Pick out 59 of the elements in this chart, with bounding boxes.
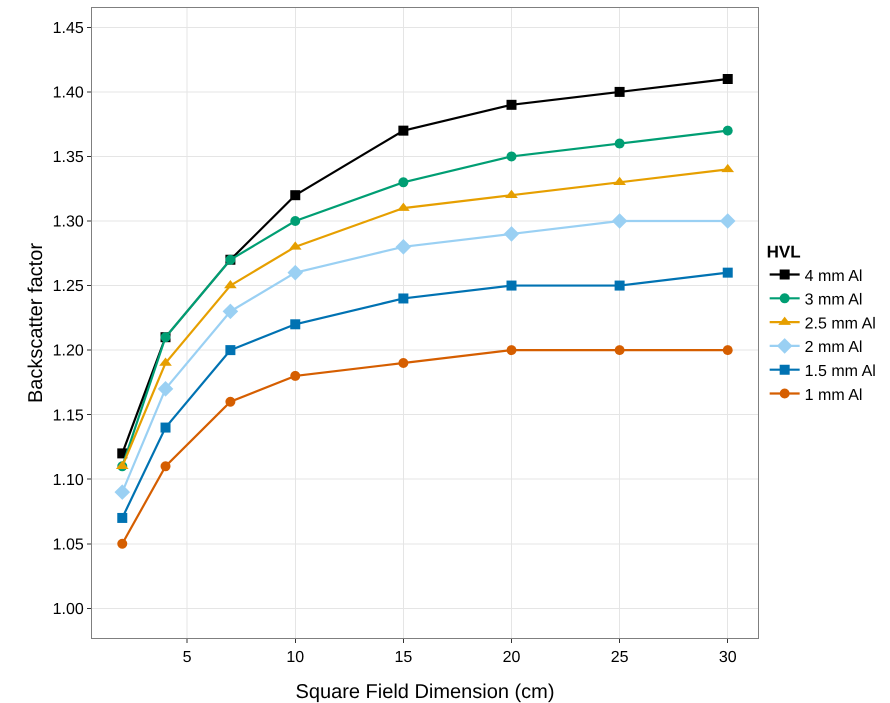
x-tick-label: 5	[182, 649, 192, 666]
y-tick-label: 1.25	[52, 278, 84, 296]
legend-label: 4 mm Al	[804, 268, 862, 285]
point	[290, 216, 300, 226]
point	[222, 304, 238, 320]
legend-title: HVL	[766, 242, 801, 262]
y-tick-label: 1.15	[52, 407, 84, 424]
legend-label: 2 mm Al	[804, 339, 862, 356]
legend-label: 3 mm Al	[804, 292, 862, 309]
point	[160, 422, 171, 433]
y-tick-label: 1.30	[52, 214, 84, 231]
point	[506, 345, 516, 356]
point	[614, 86, 625, 97]
legend-label: 1 mm Al	[804, 386, 862, 404]
point	[398, 293, 408, 304]
legend-label: 2.5 mm Al	[804, 315, 876, 332]
point	[720, 213, 736, 229]
y-tick-label: 1.45	[52, 20, 84, 37]
y-tick-label: 1.10	[52, 472, 84, 489]
point	[117, 538, 128, 549]
point	[158, 381, 174, 397]
point	[506, 280, 516, 291]
point	[506, 100, 516, 110]
point	[225, 345, 236, 356]
point	[290, 319, 300, 330]
point	[290, 370, 300, 381]
x-axis-title: Square Field Dimension (cm)	[296, 681, 554, 703]
point	[612, 213, 628, 229]
y-tick-label: 1.35	[52, 149, 84, 166]
point	[225, 396, 236, 407]
legend-label: 1.5 mm Al	[804, 362, 876, 380]
y-tick-label: 1.20	[52, 342, 84, 360]
point	[117, 512, 128, 523]
x-tick-label: 25	[610, 649, 629, 666]
point	[114, 484, 130, 500]
point	[398, 358, 408, 368]
point	[722, 345, 733, 356]
y-tick-label: 1.05	[52, 536, 84, 554]
x-tick-label: 20	[502, 649, 520, 666]
y-tick-label: 1.00	[52, 600, 84, 618]
point	[398, 177, 408, 188]
point	[160, 461, 171, 472]
point	[722, 268, 733, 278]
x-tick-label: 15	[394, 649, 412, 666]
point	[614, 138, 625, 149]
point	[396, 239, 412, 255]
y-axis-title: Backscatter factor	[25, 242, 47, 404]
point	[614, 345, 625, 356]
y-tick-label: 1.40	[52, 84, 84, 102]
point	[614, 280, 625, 291]
x-tick-label: 10	[286, 649, 304, 666]
point	[398, 126, 408, 136]
point	[722, 126, 733, 136]
point	[290, 190, 300, 200]
point	[504, 226, 520, 242]
point	[287, 264, 304, 280]
point	[506, 151, 516, 162]
point	[722, 74, 733, 84]
x-tick-label: 30	[718, 649, 737, 666]
